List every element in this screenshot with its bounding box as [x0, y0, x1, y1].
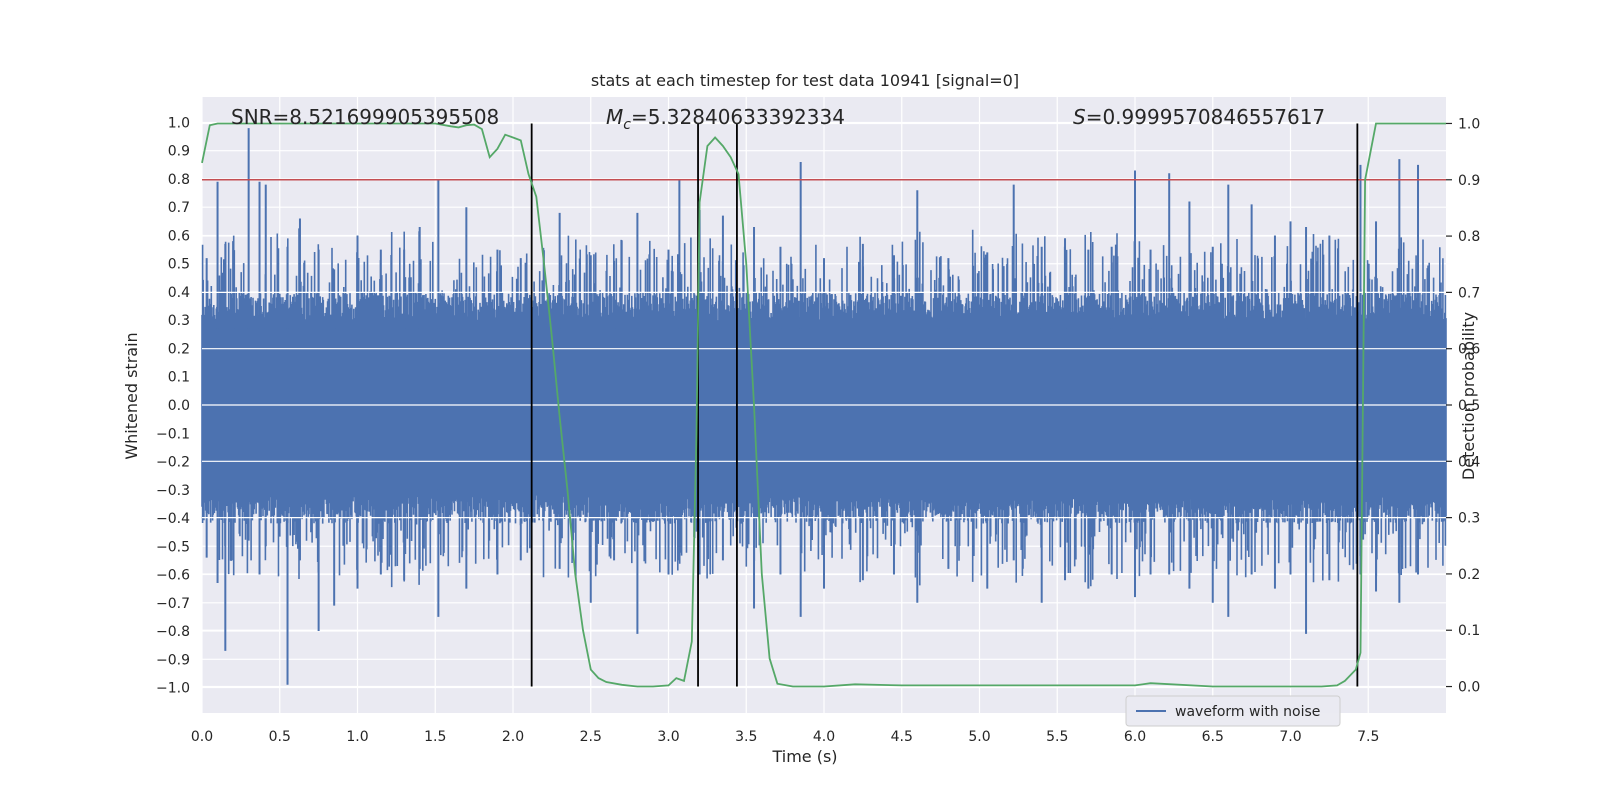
x-tick-label: 2.0: [502, 729, 524, 745]
snr-annotation: SNR=8.521699905395508: [231, 105, 499, 129]
y-tick-label: −0.6: [156, 568, 190, 584]
x-tick-label: 0.0: [191, 729, 213, 745]
legend: waveform with noise: [1125, 695, 1341, 727]
y2-tick-label: 0.6: [1458, 342, 1480, 358]
y-tick-label: −0.1: [156, 426, 190, 442]
x-tick-label: 3.0: [657, 729, 679, 745]
x-tick-label: 4.0: [813, 729, 835, 745]
y-tick-label: 0.2: [168, 341, 190, 357]
y2-tick-label: 0.7: [1458, 285, 1480, 301]
y-tick-label: 1.0: [168, 115, 190, 131]
y2-tick-label: 1.0: [1458, 116, 1480, 132]
y-tick-label: −0.8: [156, 624, 190, 640]
x-tick-label: 7.0: [1279, 729, 1301, 745]
y-tick-label: −0.5: [156, 539, 190, 555]
y2-tick-label: 0.0: [1458, 680, 1480, 696]
x-tick-label: 5.0: [968, 729, 990, 745]
y-tick-label: 0.6: [168, 228, 190, 244]
y-tick-label: 0.3: [168, 313, 190, 329]
y2-tick-label: 0.1: [1458, 623, 1480, 639]
x-tick-label: 4.5: [891, 729, 913, 745]
x-tick-label: 2.5: [580, 729, 602, 745]
grid-overlay: [202, 291, 1446, 519]
x-tick-label: 5.5: [1046, 729, 1068, 745]
y2-tick-label: 0.9: [1458, 173, 1480, 189]
legend-label: waveform with noise: [1175, 704, 1320, 720]
y2-tick-label: 0.3: [1458, 511, 1480, 527]
y-tick-label: −0.2: [156, 455, 190, 471]
s-annotation: S=0.9999570846557617: [1073, 105, 1325, 129]
y2-tick-label: 0.5: [1458, 398, 1480, 414]
y2-axis-label: Detection probability: [1459, 312, 1478, 480]
y-tick-label: 0.1: [168, 370, 190, 386]
probability-line: [201, 122, 1446, 688]
x-tick-label: 3.5: [735, 729, 757, 745]
x-tick-label: 6.5: [1202, 729, 1224, 745]
y-tick-label: 0.5: [168, 257, 190, 273]
y-tick-label: 0.7: [168, 200, 190, 216]
x-tick-label: 7.5: [1357, 729, 1379, 745]
x-tick-label: 1.5: [424, 729, 446, 745]
chart-title: stats at each timestep for test data 109…: [591, 71, 1019, 90]
y-tick-label: −0.7: [156, 596, 190, 612]
y-tick-label: −1.0: [156, 681, 190, 697]
x-axis-label: Time (s): [771, 747, 837, 766]
y-tick-label: 0.9: [168, 144, 190, 160]
y2-tick-label: 0.2: [1458, 567, 1480, 583]
y-tick-label: −0.3: [156, 483, 190, 499]
y2-tick-label: 0.4: [1458, 454, 1480, 470]
x-tick-label: 0.5: [269, 729, 291, 745]
y-tick-label: 0.8: [168, 172, 190, 188]
y-tick-label: 0.4: [168, 285, 190, 301]
y2-axis-ticks: 1.0 0.9 0.8 0.7 0.6 0.5 0.4 0.3 0.2 0.1 0.0: [1446, 116, 1480, 696]
x-tick-label: 6.0: [1124, 729, 1146, 745]
event-vlines: [530, 123, 1359, 687]
y-axis-label: Whitened strain: [122, 332, 141, 459]
x-tick-label: 1.0: [346, 729, 368, 745]
x-axis-ticks: 0.0 0.5 1.0 1.5 2.0 2.5 3.0 3.5 4.0 4.5 5.0 5.5 6.0 6…: [191, 729, 1380, 745]
waveform-series: [201, 128, 1447, 685]
y2-tick-label: 0.8: [1458, 229, 1480, 245]
mc-annotation: Mc=5.32840633392334: [606, 105, 845, 133]
y-axis-ticks: 1.0 0.9 0.8 0.7 0.6 0.5 0.4 0.3 0.2 0.1 0.0 −0.1 −0.…: [156, 115, 190, 696]
y-tick-label: −0.9: [156, 652, 190, 668]
y-tick-label: 0.0: [168, 398, 190, 414]
y-tick-label: −0.4: [156, 511, 190, 527]
